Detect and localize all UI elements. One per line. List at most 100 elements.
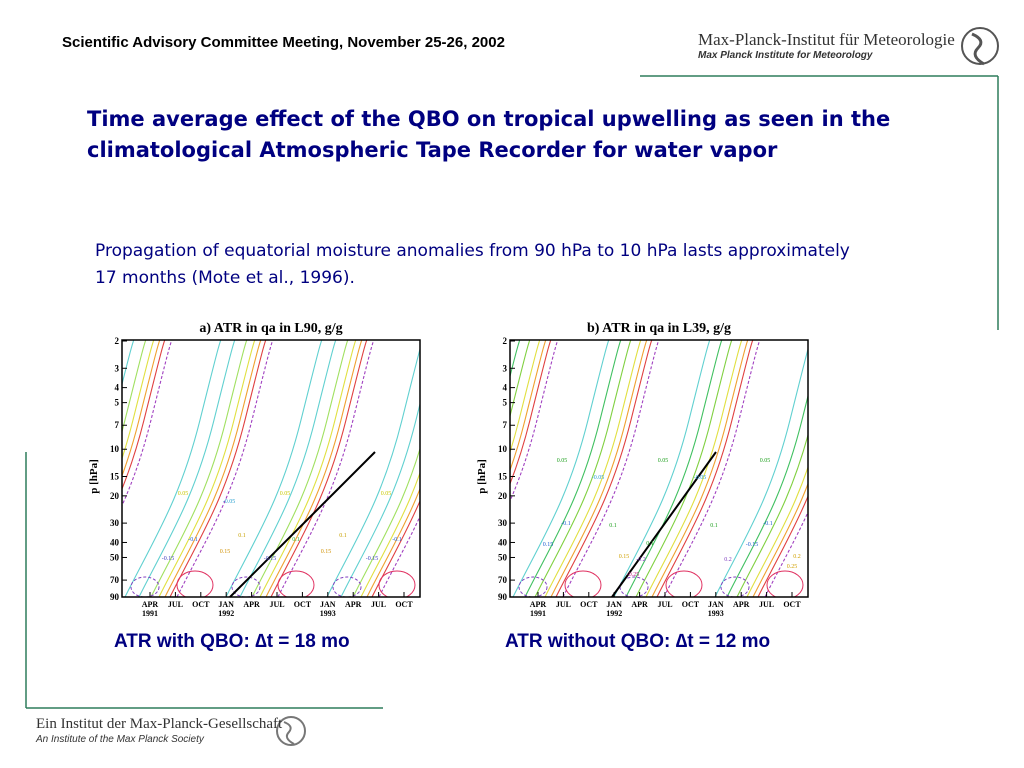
- contour-loop: [822, 577, 850, 597]
- caption: ATR with QBO: ∆t = 18 mo: [114, 631, 350, 652]
- contour-label: -0.15: [366, 556, 379, 562]
- contour-loop: [378, 570, 416, 597]
- contour-label: -0.15: [746, 542, 759, 548]
- contour-label: 0.15: [543, 542, 554, 548]
- y-tick-label: 3: [503, 363, 508, 373]
- contour-line: [828, 330, 928, 597]
- contour-line: [326, 347, 420, 597]
- y-tick-label: 4: [503, 383, 508, 393]
- contours: [0, 330, 420, 597]
- x-tick-label: JUL: [168, 600, 183, 609]
- y-tick-label: 70: [110, 575, 120, 585]
- plot-frame: [509, 339, 809, 598]
- contour-line: [757, 494, 808, 597]
- y-tick-label: 2: [503, 336, 508, 346]
- contour-line: [150, 340, 248, 597]
- contour-label: -0.05: [592, 475, 605, 481]
- contour-line: [0, 330, 63, 597]
- contour-line: [412, 330, 512, 597]
- contour-line: [176, 340, 274, 597]
- x-tick-label: OCT: [580, 600, 598, 609]
- contour-line: [534, 340, 632, 597]
- contour-line: [259, 340, 357, 597]
- contour-line: [510, 340, 521, 379]
- contours: [412, 330, 966, 599]
- contour-line: [122, 340, 166, 491]
- contour-line: [122, 340, 173, 507]
- x-tick-label: JUL: [657, 600, 672, 609]
- x-tick-label: OCT: [395, 600, 413, 609]
- contour-line: [555, 340, 653, 597]
- y-tick-label: 2: [115, 336, 120, 346]
- x-tick-label: OCT: [783, 600, 801, 609]
- contour-line: [0, 330, 75, 597]
- contour-loop: [231, 576, 261, 597]
- contour-plot: a) ATR in qa in L90, g/g p [hPa] 2 3 4 5 7 10 15…: [0, 321, 421, 618]
- contour-line: [360, 471, 420, 597]
- y-tick-label: 10: [110, 444, 120, 454]
- contour-line: [24, 330, 124, 597]
- contour-line: [239, 340, 337, 597]
- contour-line: [122, 340, 135, 387]
- caption: ATR without QBO: ∆t = 12 mo: [505, 631, 771, 652]
- contour-line: [651, 340, 749, 597]
- contour-label: -0.1: [392, 537, 402, 543]
- contour-loop: [868, 571, 904, 599]
- contour-label: -0.1: [561, 521, 571, 527]
- contour-loop: [665, 570, 703, 597]
- contour-label: 0.05: [658, 458, 669, 464]
- contour-line: [510, 340, 547, 472]
- contour-label: -0.05: [694, 475, 707, 481]
- contour-line: [510, 340, 531, 419]
- y-tick-label: 90: [110, 592, 120, 602]
- contour-line: [866, 330, 966, 597]
- contour-loop: [176, 570, 214, 597]
- y-axis-label: p [hPa]: [88, 459, 100, 494]
- y-tick-label: 15: [110, 472, 120, 482]
- contour-line: [0, 330, 49, 597]
- contour-label: 0.1: [238, 533, 246, 539]
- contour-label: -0.15: [264, 556, 277, 562]
- meeting: Scientific Advisory Committee Meeting, N…: [62, 34, 505, 51]
- contour-loop: [277, 570, 315, 597]
- contour-label: 0.05: [381, 491, 392, 497]
- x-tick-label: JUL: [269, 600, 284, 609]
- contour-label: 0.1: [292, 537, 300, 543]
- y-axis-label: p [hPa]: [476, 459, 488, 494]
- y-tick-label: 70: [498, 575, 508, 585]
- contour-label: -0.1: [763, 521, 773, 527]
- contour-line: [169, 340, 267, 597]
- plot-frame-bg: [122, 340, 420, 597]
- contour-line: [0, 330, 37, 597]
- contour-line: [562, 340, 660, 597]
- contour-line: [625, 340, 723, 597]
- y-tick-label: 40: [110, 537, 120, 547]
- logo: [283, 721, 295, 745]
- contour-line: [510, 340, 559, 503]
- contour-line: [859, 330, 959, 597]
- y-tick-label: 30: [110, 518, 120, 528]
- y-tick-label: 5: [115, 398, 120, 408]
- logo: [961, 27, 999, 65]
- x-tick-label: JUL: [759, 600, 774, 609]
- year-label: 1992: [218, 609, 234, 618]
- contour-line: [158, 340, 256, 597]
- contour-line: [270, 340, 368, 597]
- x-tick-label: APR: [631, 600, 648, 609]
- y-tick-label: 5: [503, 398, 508, 408]
- contour-line: [0, 330, 23, 597]
- contour-label: 0.05: [760, 458, 771, 464]
- x-tick-label: OCT: [682, 600, 700, 609]
- contour-line: [164, 340, 262, 597]
- contour-label: 0.05: [557, 458, 568, 464]
- y-tick-label: 3: [115, 363, 120, 373]
- year-label: 1993: [708, 609, 724, 618]
- contour-label: 0.15: [220, 549, 231, 555]
- contour-line: [371, 499, 420, 597]
- plot-frame: [121, 339, 421, 598]
- y-tick-label: 7: [503, 420, 508, 430]
- contour-line: [124, 340, 222, 597]
- contour-loop: [30, 577, 58, 597]
- contour-label: -0.15: [162, 556, 175, 562]
- contour-label: 0.1: [710, 523, 718, 529]
